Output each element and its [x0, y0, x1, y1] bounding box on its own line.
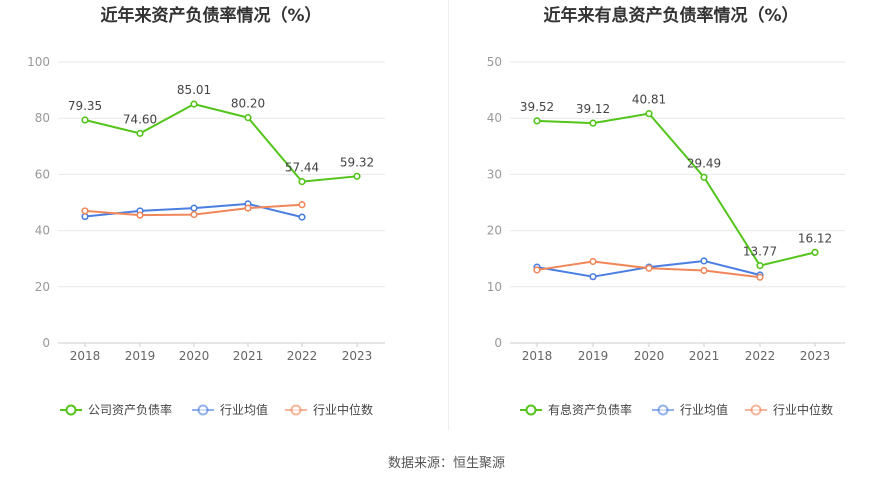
- data-label: 16.12: [798, 231, 832, 245]
- x-tick-label: 2022: [287, 349, 318, 363]
- data-label: 13.77: [743, 245, 777, 259]
- data-label: 85.01: [177, 83, 211, 97]
- y-tick-label: 40: [487, 111, 502, 125]
- series-3: [81, 201, 306, 219]
- data-point: [136, 211, 144, 219]
- data-point: [589, 273, 597, 281]
- data-point: [645, 110, 653, 118]
- data-point: [533, 266, 541, 274]
- legend-item-3: 行业中位数: [745, 402, 833, 417]
- x-tick-label: 2018: [522, 349, 553, 363]
- legend-item-1: 公司资产负债率: [60, 402, 172, 417]
- panel-divider: [448, 0, 449, 430]
- x-tick-label: 2020: [634, 349, 665, 363]
- legend-label: 公司资产负债率: [88, 402, 172, 417]
- legend-label: 行业中位数: [773, 402, 833, 417]
- legend-marker: [290, 404, 302, 416]
- data-point: [756, 273, 764, 281]
- data-point: [700, 266, 708, 275]
- x-tick-label: 2021: [233, 349, 264, 363]
- data-label: 39.52: [520, 100, 554, 114]
- y-tick-label: 50: [487, 55, 502, 69]
- chart-2: 近年来有息资产负债率情况（%） 0 10 20 30 40 50 2018 2019 2020 20…: [487, 5, 845, 417]
- x-tick-label: 2023: [800, 349, 831, 363]
- data-point: [190, 204, 198, 212]
- legend-label: 行业均值: [680, 402, 728, 417]
- legend-marker: [657, 404, 669, 416]
- y-tick-label: 20: [35, 280, 50, 294]
- x-tick-label: 2023: [342, 349, 373, 363]
- legend-marker: [197, 404, 209, 416]
- data-point: [298, 177, 306, 186]
- data-point: [353, 172, 361, 180]
- series-line: [536, 112, 816, 267]
- chart-title: 近年来有息资产负债率情况（%）: [543, 5, 798, 26]
- data-point: [298, 201, 306, 209]
- data-point: [81, 212, 89, 221]
- x-tick-label: 2019: [578, 349, 609, 363]
- y-tick-label: 10: [487, 280, 502, 294]
- data-label: 59.32: [340, 155, 374, 169]
- data-point: [244, 114, 252, 122]
- data-point: [81, 116, 89, 124]
- data-point: [589, 257, 597, 266]
- x-tick-label: 2019: [125, 349, 156, 363]
- series-line: [84, 103, 358, 183]
- legend-label: 行业中位数: [313, 402, 373, 417]
- y-tick-label: 30: [487, 167, 502, 181]
- data-point: [190, 100, 198, 108]
- data-label: 74.60: [123, 112, 157, 126]
- y-tick-label: 20: [487, 224, 502, 238]
- data-point: [81, 207, 89, 215]
- legend-marker: [65, 404, 77, 416]
- legend-item-3: 行业中位数: [285, 402, 373, 417]
- x-tick-label: 2020: [179, 349, 210, 363]
- chart-1: 近年来资产负债率情况（%） 0 20 40 60 80 100 2018 2019 2020 202…: [27, 5, 385, 417]
- data-label: 40.81: [632, 93, 666, 107]
- legend-marker: [750, 404, 762, 416]
- y-tick-label: 40: [35, 224, 50, 238]
- data-point: [190, 210, 198, 219]
- data-label: 57.44: [285, 161, 319, 175]
- data-point: [700, 173, 708, 181]
- y-tick-label: 60: [35, 167, 50, 181]
- y-tick-label: 0: [42, 336, 50, 350]
- data-label: 79.35: [68, 99, 102, 113]
- x-tick-label: 2018: [70, 349, 101, 363]
- data-point: [756, 262, 764, 270]
- legend-label: 有息资产负债率: [548, 402, 632, 417]
- y-tick-label: 100: [27, 55, 50, 69]
- x-tick-label: 2021: [689, 349, 720, 363]
- data-point: [244, 204, 252, 212]
- data-label: 39.12: [576, 102, 610, 116]
- chart-title: 近年来资产负债率情况（%）: [100, 5, 321, 26]
- data-point: [136, 129, 144, 137]
- legend-item-2: 行业均值: [192, 402, 268, 417]
- data-point: [298, 213, 306, 221]
- data-point: [589, 119, 597, 127]
- data-label: 80.20: [231, 97, 265, 111]
- data-label: 29.49: [687, 156, 721, 170]
- legend-item-2: 行业均值: [652, 402, 728, 417]
- data-point: [645, 264, 653, 272]
- series-1: 39.52 39.12 40.81 29.49 13.77 16.12: [520, 93, 832, 270]
- data-point: [811, 248, 819, 257]
- legend-item-1: 有息资产负债率: [520, 402, 632, 417]
- data-source-note: 数据来源：恒生聚源: [387, 456, 505, 471]
- y-tick-label: 80: [35, 111, 50, 125]
- data-point: [700, 257, 708, 265]
- legend-label: 行业均值: [220, 402, 268, 417]
- x-tick-label: 2022: [745, 349, 776, 363]
- series-1: 79.35 74.60 85.01 80.20 57.44 59.32: [68, 83, 374, 186]
- legend-marker: [525, 404, 537, 416]
- series-3: [533, 257, 764, 281]
- y-tick-label: 0: [494, 336, 502, 350]
- data-point: [533, 117, 541, 125]
